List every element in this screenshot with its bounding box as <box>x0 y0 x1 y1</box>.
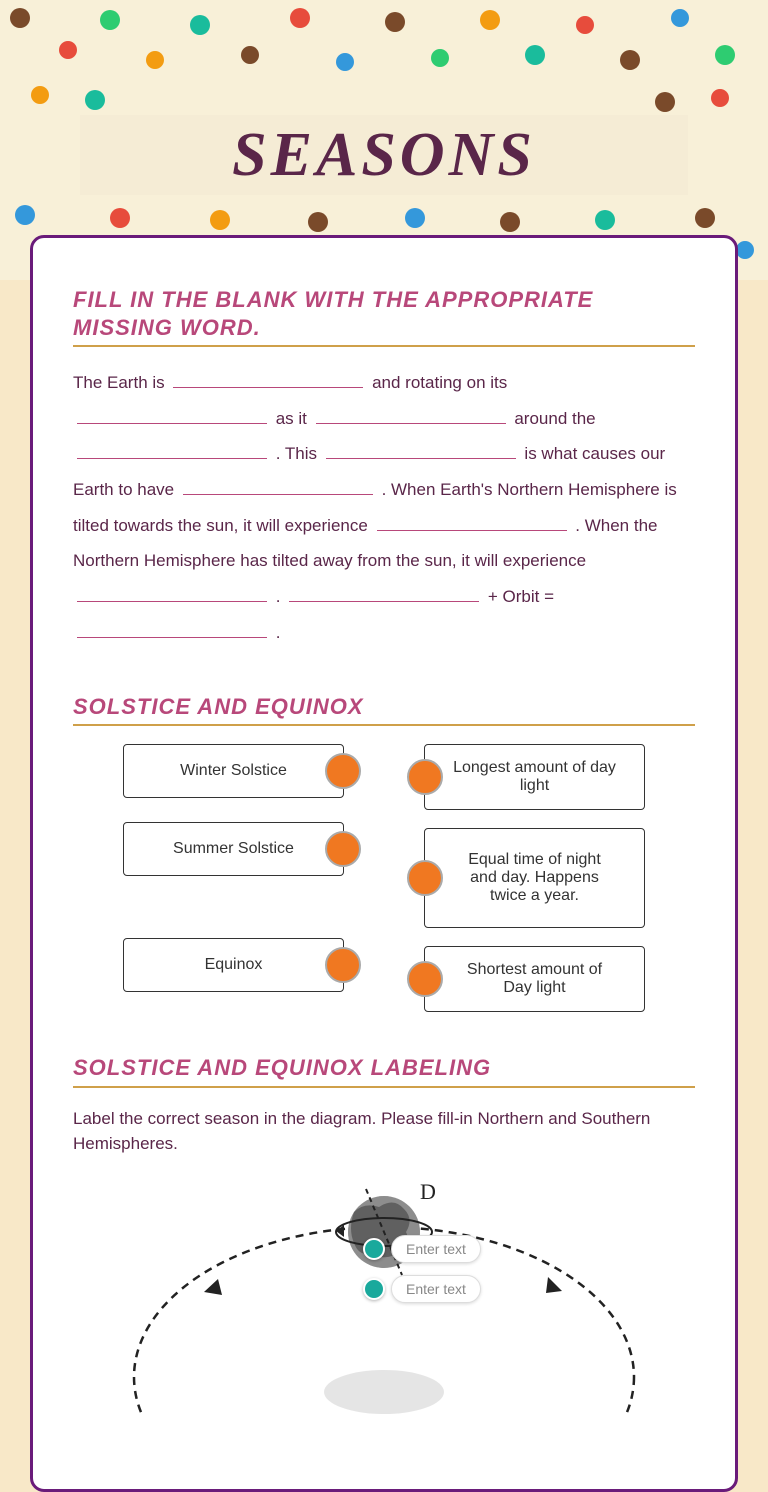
fill-blank-heading: Fill in the blank with the appropriate m… <box>73 286 695 347</box>
label-dot-icon <box>363 1238 385 1260</box>
section-solstice-equinox: Solstice and Equinox Winter Solstice Summ… <box>73 693 695 1013</box>
worksheet-card: Fill in the blank with the appropriate m… <box>30 235 738 1492</box>
blank-input[interactable] <box>77 582 267 602</box>
match-left-item[interactable]: Equinox <box>123 938 344 992</box>
match-column-left: Winter Solstice Summer Solstice Equinox <box>123 744 344 1012</box>
connector-dot[interactable] <box>325 947 361 983</box>
match-right-item[interactable]: Shortest amount of Day light <box>424 946 645 1012</box>
connector-dot[interactable] <box>325 831 361 867</box>
blank-input[interactable] <box>77 617 267 637</box>
orbit-diagram: D Enter text Enter text <box>73 1177 695 1417</box>
blank-input[interactable] <box>289 582 479 602</box>
blank-input[interactable] <box>77 403 267 423</box>
match-right-item[interactable]: Equal time of night and day. Happens twi… <box>424 828 645 928</box>
blank-input[interactable] <box>77 439 267 459</box>
svg-text:D: D <box>420 1179 436 1204</box>
blank-input[interactable] <box>316 403 506 423</box>
diagram-label-input-2: Enter text <box>363 1275 481 1303</box>
labeling-instruction: Label the correct season in the diagram.… <box>73 1106 695 1157</box>
match-left-item[interactable]: Winter Solstice <box>123 744 344 798</box>
connector-dot[interactable] <box>407 860 443 896</box>
diagram-label-input-1: Enter text <box>363 1235 481 1263</box>
label-dot-icon <box>363 1278 385 1300</box>
connector-dot[interactable] <box>407 759 443 795</box>
page-title: SEASONS <box>232 120 536 191</box>
section-fill-blank: Fill in the blank with the appropriate m… <box>73 286 695 651</box>
matching-grid: Winter Solstice Summer Solstice Equinox Lo… <box>73 744 695 1012</box>
blank-input[interactable] <box>183 475 373 495</box>
connector-dot[interactable] <box>407 961 443 997</box>
title-banner: SEASONS <box>80 115 688 195</box>
blank-input[interactable] <box>377 510 567 530</box>
match-left-item[interactable]: Summer Solstice <box>123 822 344 876</box>
blank-input[interactable] <box>173 368 363 388</box>
solstice-heading: Solstice and Equinox <box>73 693 695 727</box>
match-column-right: Longest amount of day light Equal time of… <box>424 744 645 1012</box>
match-right-item[interactable]: Longest amount of day light <box>424 744 645 810</box>
label-text-field[interactable]: Enter text <box>391 1235 481 1263</box>
section-labeling: Solstice and Equinox Labeling Label the … <box>73 1054 695 1417</box>
blank-input[interactable] <box>326 439 516 459</box>
fill-blank-paragraph: The Earth is and rotating on its as it a… <box>73 365 695 651</box>
label-text-field[interactable]: Enter text <box>391 1275 481 1303</box>
labeling-heading: Solstice and Equinox Labeling <box>73 1054 695 1088</box>
connector-dot[interactable] <box>325 753 361 789</box>
